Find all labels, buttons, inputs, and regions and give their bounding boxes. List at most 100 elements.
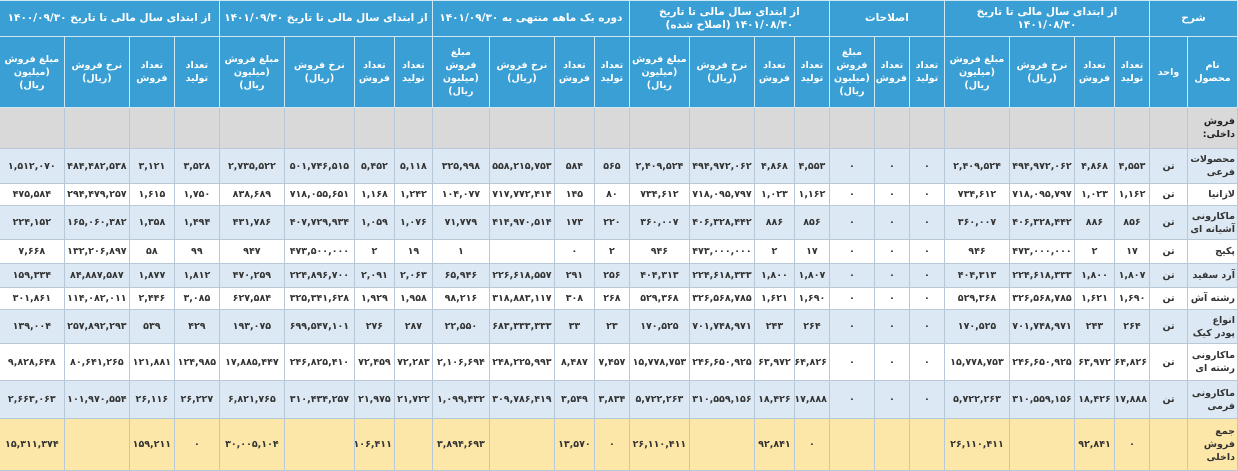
total-label: جمع فروش داخلی [1187, 418, 1238, 471]
product-name: ماکارونی فرمی [1187, 380, 1238, 419]
cell: ۵۲۹,۳۶۸ [943, 287, 1011, 310]
cell: ۲۶۸ [593, 287, 630, 310]
cell: ۳۶۰,۰۰۷ [943, 205, 1011, 240]
cell: ۱,۰۵۹ [353, 205, 395, 240]
cell: ۱,۰۲۳ [753, 183, 795, 206]
data-row: انواع پودر کیک تن ۲۶۴ ۲۴۳ ۷۰۱,۷۴۸,۹۷۱ ۱۷۰,۵۲۵… [0, 309, 1238, 344]
cell: ۲,۰۶۳ [393, 263, 433, 288]
cell: ۱۰۱,۹۷۰,۵۵۴ [63, 380, 130, 419]
cell: ۳۲۵,۳۴۱,۶۲۸ [283, 287, 355, 310]
header-row: شرح از ابتدای سال مالی تا تاریخ ۱۴۰۱/۰۸/۳… [0, 0, 1238, 37]
cell: ۲۷۶ [353, 309, 395, 344]
cell: ۰ [593, 418, 630, 471]
cell [908, 107, 945, 149]
cell [1114, 107, 1150, 149]
cell: ۱,۶۲۱ [1074, 287, 1115, 310]
group-title: از ابتدای سال مالی تا تاریخ ۱۴۰۱/۰۹/۳۰ [218, 0, 433, 37]
cell: ۹۲,۸۴۱ [753, 418, 795, 471]
cell [488, 239, 555, 264]
cell: ۲۱,۹۷۵ [353, 380, 395, 419]
cell: ۹۸,۲۱۶ [431, 287, 490, 310]
column-title: نرخ فروش (ریال) [63, 36, 130, 108]
cell: ۲۲۰ [593, 205, 630, 240]
cell: ۱,۴۹۴ [173, 205, 220, 240]
cell: ۰ [828, 263, 875, 288]
cell [488, 418, 555, 471]
cell: ۴,۸۶۸ [1074, 148, 1115, 184]
cell: تن [1149, 239, 1188, 264]
cell: ۱۵,۳۱۱,۳۷۴ [0, 418, 65, 471]
cell: ۱,۰۹۹,۴۳۲ [431, 380, 490, 419]
cell: ۰ [873, 239, 910, 264]
cell: ۰ [908, 263, 945, 288]
cell: ۱۰۴,۰۷۷ [431, 183, 490, 206]
column-title: واحد [1149, 36, 1188, 108]
column-title: تعداد فروش [1074, 36, 1115, 108]
cell: ۸,۴۸۷ [553, 343, 595, 381]
cell: ۱۷۰,۵۲۵ [628, 309, 690, 344]
cell: ۰ [828, 343, 875, 381]
cell: ۴,۵۵۳ [1114, 148, 1150, 184]
cell: ۰ [908, 309, 945, 344]
group-title: از ابتدای سال مالی تا تاریخ ۱۴۰۱/۰۸/۳۰ [943, 0, 1151, 37]
cell: ۰ [828, 287, 875, 310]
cell: ۷۳۴,۶۱۲ [943, 183, 1011, 206]
cell: ۲۲۴,۱۵۲ [0, 205, 65, 240]
cell: ۰ [908, 183, 945, 206]
cell: ۳۲۶,۵۶۸,۷۸۵ [688, 287, 755, 310]
cell: ۳۱۰,۵۵۹,۱۵۶ [688, 380, 755, 419]
cell: ۲۴۶,۶۵۰,۹۲۵ [688, 343, 755, 381]
cell [173, 107, 220, 149]
cell: ۷۲,۲۸۳ [393, 343, 433, 381]
cell: ۰ [908, 343, 945, 381]
cell: ۴۰۴,۳۱۳ [943, 263, 1011, 288]
cell: ۸۵۶ [793, 205, 830, 240]
cell: ۵۲۹,۳۶۸ [628, 287, 690, 310]
cell: ۲۵۶ [593, 263, 630, 288]
cell: ۲ [753, 239, 795, 264]
cell: ۱,۷۵۰ [173, 183, 220, 206]
cell: ۱۳۹,۰۰۴ [0, 309, 65, 344]
column-title: تعداد فروش [553, 36, 595, 108]
cell: ۰ [828, 239, 875, 264]
cell: ۲۲۴,۶۱۸,۳۳۳ [1009, 263, 1075, 288]
cell: ۳۰۹,۷۸۶,۴۱۹ [488, 380, 555, 419]
cell: ۱۷,۸۸۸ [793, 380, 830, 419]
cell: ۰ [873, 380, 910, 419]
column-title: تعداد فروش [873, 36, 910, 108]
cell: ۳,۵۲۸ [173, 148, 220, 184]
cell: ۱,۸۰۷ [793, 263, 830, 288]
cell: ۲۲۴,۸۹۶,۷۰۰ [283, 263, 355, 288]
cell: ۵۵۸,۲۱۵,۷۵۳ [488, 148, 555, 184]
cell: ۱۶۵,۰۶۰,۳۸۲ [63, 205, 130, 240]
cell: ۹۴۶ [628, 239, 690, 264]
cell: ۱۳۲,۲۰۶,۸۹۷ [63, 239, 130, 264]
product-name: ماکارونی رشته ای [1187, 343, 1238, 381]
column-title: نرخ فروش (ریال) [488, 36, 555, 108]
cell [353, 107, 395, 149]
cell: ۱۸,۴۲۶ [753, 380, 795, 419]
cell: ۱,۱۶۲ [793, 183, 830, 206]
cell: ۶,۸۲۱,۷۶۵ [218, 380, 285, 419]
cell: ۲۵۷,۸۹۲,۲۹۳ [63, 309, 130, 344]
product-name: پکیج [1187, 239, 1238, 264]
cell: ۵۳۹ [128, 309, 175, 344]
cell: ۳,۸۹۴,۶۹۳ [431, 418, 490, 471]
cell: ۸۳۸,۶۸۹ [218, 183, 285, 206]
cell: ۲۱,۷۲۲ [393, 380, 433, 419]
cell: ۲۲۴,۶۱۸,۳۳۳ [688, 263, 755, 288]
cell: ۰ [908, 205, 945, 240]
cell: ۹۲,۸۴۱ [1074, 418, 1115, 471]
cell: ۲۹۴,۴۷۹,۲۵۷ [63, 183, 130, 206]
cell: ۰ [793, 418, 830, 471]
cell: ۱۳,۵۷۰ [553, 418, 595, 471]
cell: ۱۲۴,۹۸۵ [173, 343, 220, 381]
cell: ۳۲۶,۵۶۸,۷۸۵ [1009, 287, 1075, 310]
product-name: لازانیا [1187, 183, 1238, 206]
cell: ۱۵,۷۷۸,۷۵۳ [943, 343, 1011, 381]
column-title: تعداد تولید [908, 36, 945, 108]
data-row: ماکارونی رشته ای تن ۶۴,۸۲۶ ۶۳,۹۷۲ ۲۴۶,۶۵۰,۹۲… [0, 343, 1238, 381]
cell: ۲,۱۰۶,۶۹۴ [431, 343, 490, 381]
cell: تن [1149, 309, 1188, 344]
cell: ۳۰۱,۸۶۱ [0, 287, 65, 310]
